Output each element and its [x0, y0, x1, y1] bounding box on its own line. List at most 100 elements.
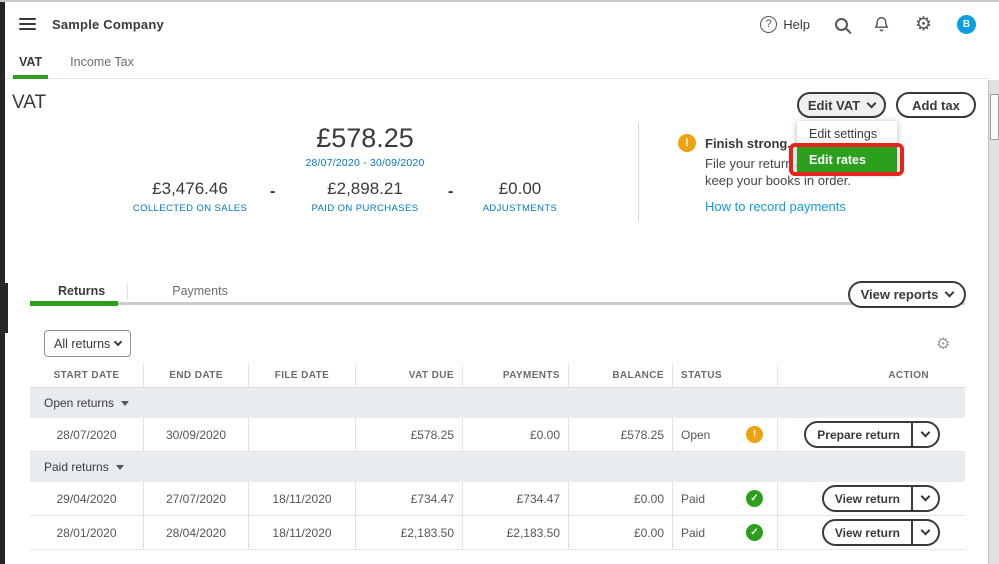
cell-balance: £0.00	[568, 516, 672, 549]
settings-gear-icon[interactable]: ⚙	[914, 13, 932, 35]
adjustments-amount: £0.00	[498, 179, 542, 198]
tab-payments[interactable]: Payments	[172, 284, 228, 298]
search-icon[interactable]	[834, 17, 848, 31]
help-button[interactable]: ? Help	[760, 15, 810, 33]
action-dropdown-toggle[interactable]	[911, 487, 938, 510]
paid-amount: £2,898.21	[327, 179, 403, 198]
status-text: Open	[681, 427, 711, 442]
column-header-balance[interactable]: BALANCE	[568, 364, 672, 387]
scrollbar-thumb[interactable]	[990, 94, 999, 140]
table-settings-gear-icon[interactable]: ⚙	[936, 336, 951, 353]
help-icon: ?	[760, 15, 778, 33]
action-dropdown-toggle[interactable]	[911, 423, 938, 446]
cell-end-date: 27/07/2020	[143, 482, 248, 515]
header-actions: ? Help ⚙ B	[760, 2, 976, 46]
tab-divider	[127, 283, 129, 299]
collected-label: COLLECTED ON SALES	[132, 203, 248, 214]
warning-icon: !	[678, 134, 696, 152]
status-text: Paid	[681, 525, 706, 540]
edit-vat-label: Edit VAT	[807, 97, 861, 113]
summary-collected: £3,476.46 COLLECTED ON SALES	[110, 179, 270, 214]
table-row: 28/01/2020 28/04/2020 18/11/2020 £2,183.…	[30, 516, 965, 550]
cell-file-date	[248, 418, 355, 451]
minus-separator: -	[448, 183, 454, 200]
section-underline	[30, 302, 965, 305]
collected-amount: £3,476.46	[152, 179, 228, 198]
cell-balance: £0.00	[568, 482, 672, 515]
tab-income-tax[interactable]: Income Tax	[70, 55, 134, 69]
cell-start-date: 29/04/2020	[56, 491, 117, 506]
add-tax-button[interactable]: Add tax	[896, 92, 976, 118]
group-row-open-returns[interactable]: Open returns	[30, 388, 965, 418]
chevron-down-icon	[866, 98, 877, 108]
company-name: Sample Company	[52, 16, 164, 32]
cell-start-date: 28/07/2020	[56, 427, 117, 442]
view-return-label: View return	[834, 491, 900, 506]
group-row-paid-returns[interactable]: Paid returns	[30, 452, 965, 482]
notifications-bell-icon[interactable]	[873, 15, 890, 33]
view-reports-button[interactable]: View reports	[848, 281, 966, 308]
cell-vat-due: £734.47	[355, 482, 462, 515]
chevron-down-icon	[920, 525, 931, 536]
prepare-return-label: Prepare return	[817, 427, 900, 442]
vat-total-due: £578.25	[316, 123, 414, 153]
cell-balance: £578.25	[568, 418, 672, 451]
column-header-vat-due[interactable]: VAT DUE	[355, 364, 462, 387]
cell-status: Paid ✓	[672, 482, 777, 515]
vertical-scrollbar[interactable]	[988, 80, 999, 564]
triangle-down-icon	[115, 464, 124, 470]
chevron-down-icon	[944, 287, 955, 298]
notice-title: Finish strong.	[705, 136, 791, 151]
column-header-end-date[interactable]: END DATE	[143, 364, 248, 387]
menu-item-edit-rates[interactable]: Edit rates	[797, 147, 897, 173]
prepare-return-button[interactable]: Prepare return	[804, 421, 940, 448]
cell-status: Open !	[672, 418, 777, 451]
view-return-label: View return	[834, 525, 900, 540]
view-return-button[interactable]: View return	[821, 519, 940, 546]
action-dropdown-toggle[interactable]	[911, 521, 938, 544]
edit-vat-dropdown-menu: Edit settings Edit rates	[797, 121, 897, 173]
summary-paid: £2,898.21 PAID ON PURCHASES	[285, 179, 445, 214]
user-avatar[interactable]: B	[957, 14, 976, 34]
cell-file-date: 18/11/2020	[248, 516, 355, 549]
cell-status: Paid ✓	[672, 516, 777, 549]
cell-end-date: 28/04/2020	[143, 516, 248, 549]
view-return-button[interactable]: View return	[821, 485, 940, 512]
how-to-record-payments-link[interactable]: How to record payments	[705, 199, 846, 214]
cell-payments: £0.00	[462, 418, 568, 451]
status-text: Paid	[681, 491, 706, 506]
page-title: VAT	[12, 92, 47, 113]
group-label: Paid returns	[44, 460, 109, 474]
table-row: 28/07/2020 30/09/2020 £578.25 £0.00 £578…	[30, 418, 965, 452]
minus-separator: -	[270, 183, 276, 200]
status-success-icon: ✓	[746, 524, 763, 541]
tab-vat[interactable]: VAT	[5, 46, 56, 79]
edit-vat-button[interactable]: Edit VAT	[797, 92, 886, 118]
help-label: Help	[783, 16, 810, 32]
column-header-action[interactable]: ACTION	[777, 364, 965, 387]
view-reports-label: View reports	[860, 287, 939, 302]
cell-action: Prepare return	[777, 418, 965, 451]
column-header-file-date[interactable]: FILE DATE	[248, 364, 355, 387]
summary-adjustments: £0.00 ADJUSTMENTS	[455, 179, 585, 214]
menu-item-edit-settings[interactable]: Edit settings	[797, 121, 897, 147]
table-row: 29/04/2020 27/07/2020 18/11/2020 £734.47…	[30, 482, 965, 516]
table-header-row: START DATE END DATE FILE DATE VAT DUE PA…	[30, 364, 965, 388]
cell-vat-due: £578.25	[355, 418, 462, 451]
cell-payments: £2,183.50	[462, 516, 568, 549]
returns-filter-dropdown[interactable]: All returns	[44, 330, 131, 357]
tax-nav-tabs: VAT Income Tax	[5, 46, 988, 79]
status-success-icon: ✓	[746, 490, 763, 507]
returns-table: START DATE END DATE FILE DATE VAT DUE PA…	[30, 364, 965, 550]
column-header-payments[interactable]: PAYMENTS	[462, 364, 568, 387]
column-header-status[interactable]: STATUS	[672, 364, 777, 387]
window-left-edge-notch	[0, 283, 8, 333]
cell-action: View return	[777, 482, 965, 515]
tab-returns[interactable]: Returns	[58, 284, 106, 298]
group-label: Open returns	[44, 396, 115, 410]
summary-divider	[638, 122, 639, 222]
column-header-start-date[interactable]: START DATE	[53, 370, 120, 381]
triangle-down-icon	[121, 400, 130, 406]
paid-label: PAID ON PURCHASES	[311, 203, 419, 214]
hamburger-menu-icon[interactable]	[19, 18, 36, 30]
